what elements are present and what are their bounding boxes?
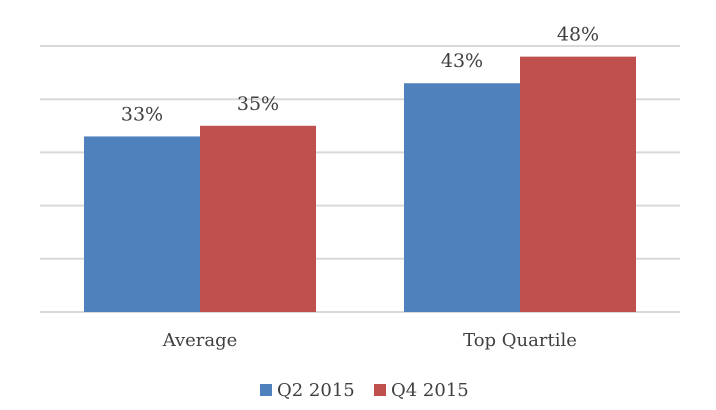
bar-top-quartile-q4-2015 xyxy=(520,56,636,312)
bar-average-q2-2015 xyxy=(84,136,200,312)
legend-swatch-0 xyxy=(260,384,272,396)
data-label: 33% xyxy=(121,103,163,125)
data-label: 43% xyxy=(441,50,483,72)
category-label: Average xyxy=(162,330,238,351)
data-labels: 33% 35% 43% 48% xyxy=(121,24,599,126)
bar-top-quartile-q2-2015 xyxy=(404,83,520,313)
bar-average-q4-2015 xyxy=(200,125,316,312)
category-axis: Average Top Quartile xyxy=(162,330,577,351)
bars xyxy=(84,56,636,313)
legend-label-1: Q4 2015 xyxy=(391,380,469,401)
legend-swatch-1 xyxy=(374,384,386,396)
category-label: Top Quartile xyxy=(463,330,577,351)
data-label: 35% xyxy=(237,93,279,115)
legend-label-0: Q2 2015 xyxy=(277,380,355,401)
data-label: 48% xyxy=(557,24,599,46)
legend: Q2 2015 Q4 2015 xyxy=(260,380,469,401)
